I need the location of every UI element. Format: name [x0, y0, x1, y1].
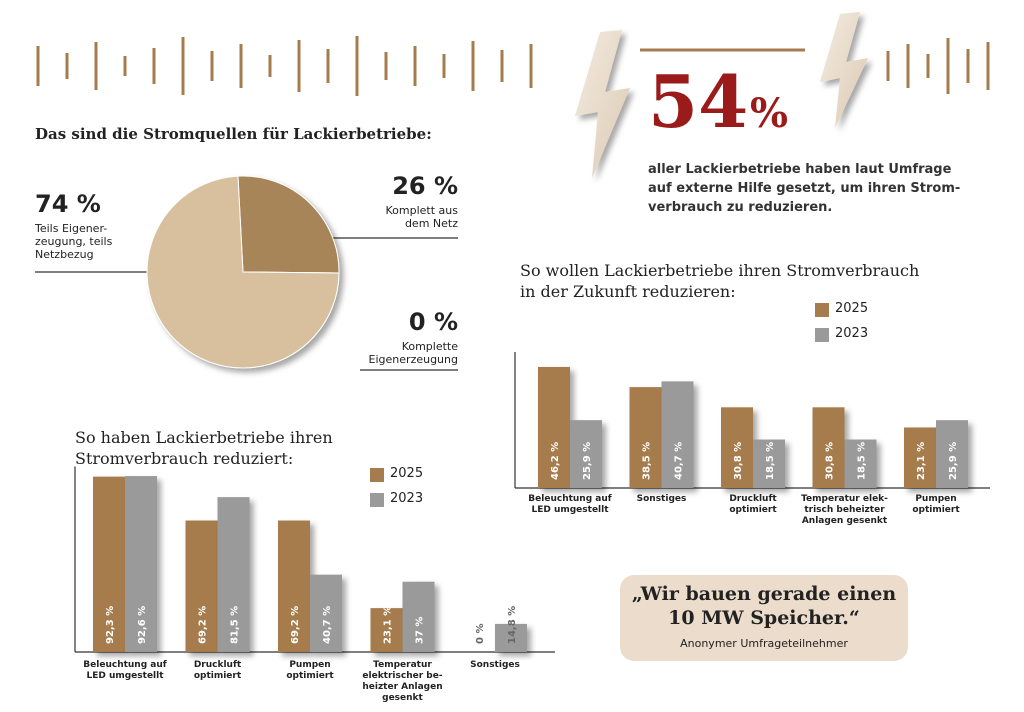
x-tick-label: Pumpen optimiert: [286, 660, 334, 681]
value-label: 69,2 %: [290, 606, 301, 644]
bar: [904, 427, 936, 488]
value-label: 40,7 %: [322, 606, 333, 644]
x-tick-label: Beleuchtung auf LED umgestellt: [528, 494, 612, 515]
value-label: 74 %: [35, 190, 101, 218]
bar: [310, 574, 342, 652]
bar: [93, 476, 125, 652]
value-label: 30,8 %: [733, 442, 744, 480]
bar: [753, 439, 785, 488]
x-tick-label: Temperatur elektrischer be- heizter Anla…: [362, 660, 443, 703]
x-tick-label: Druckluft optimiert: [729, 494, 777, 515]
x-tick-label: Beleuchtung auf LED umgestellt: [83, 660, 167, 681]
highlight-unit: %: [750, 90, 789, 137]
value-label: 30,8 %: [825, 442, 836, 480]
legend-swatch: [370, 493, 384, 507]
value-label: 38,5 %: [642, 442, 653, 480]
value-label: 81,5 %: [230, 606, 241, 644]
value-label: 69,2 %: [198, 606, 209, 644]
x-tick-label: Sonstiges: [470, 660, 520, 670]
bar: [721, 407, 753, 488]
bar: [278, 520, 310, 652]
bar: [661, 381, 694, 488]
value-label: 92,6 %: [137, 606, 148, 644]
bolt: [575, 30, 630, 178]
bar: [629, 387, 662, 488]
legend-label: 2023: [835, 326, 869, 341]
value-label: 23,1 %: [383, 606, 394, 644]
pie-slice: [146, 175, 340, 369]
legend-label: 2023: [390, 491, 424, 506]
value-label: 37 %: [415, 617, 426, 644]
legend-swatch: [815, 328, 829, 342]
bar: [402, 581, 435, 652]
bar: [185, 520, 218, 652]
legend-label: 2025: [835, 301, 869, 316]
highlight-text: aller Lackierbetriebe haben laut Umfrage…: [648, 162, 961, 215]
value-label: 26 %: [392, 172, 458, 200]
value-label: 92,3 %: [105, 606, 116, 644]
bolt: [820, 12, 868, 128]
slice-label: Teils Eigener- zeugung, teils Netzbezug: [35, 222, 113, 261]
slice-label: Komplett aus dem Netz: [385, 204, 458, 230]
legend-swatch: [370, 468, 384, 482]
value-label: 18,5 %: [857, 442, 868, 480]
legend-label: 2025: [390, 466, 424, 481]
chart-title: So wollen Lackierbetriebe ihren Stromver…: [520, 261, 920, 301]
value-label: 25,9 %: [948, 442, 959, 480]
value-label: 0 %: [408, 308, 458, 336]
bar: [844, 439, 877, 488]
value-label: 18,5 %: [765, 442, 776, 480]
value-label: 40,7 %: [674, 442, 685, 480]
value-label: 23,1 %: [916, 442, 927, 480]
pie: [146, 175, 340, 369]
value-label: 25,9 %: [582, 442, 593, 480]
value-label: 46,2 %: [550, 442, 561, 480]
chart-title: Das sind die Stromquellen für Lackierbet…: [35, 125, 432, 143]
value-label: 14,8 %: [507, 606, 518, 644]
x-tick-label: Sonstiges: [636, 494, 687, 504]
value-label: 0 %: [475, 624, 486, 644]
bar: [936, 420, 968, 488]
quote-text: „Wir bauen gerade einen 10 MW Speicher.“: [631, 583, 897, 629]
x-tick-label: Druckluft optimiert: [193, 660, 242, 681]
x-tick-label: Temperatur elek- trisch beheizter Anlage…: [801, 494, 888, 526]
bar: [538, 366, 570, 488]
bar: [495, 623, 527, 652]
quote-author: Anonymer Umfrageteilnehmer: [680, 637, 848, 650]
decor-stripes: [36, 36, 990, 96]
bar: [217, 497, 250, 652]
x-tick-label: Pumpen optimiert: [912, 494, 960, 515]
bar: [570, 420, 602, 488]
bar: [370, 608, 403, 652]
highlight-number: 54: [648, 59, 749, 144]
bar: [812, 407, 845, 488]
quote-box: [620, 575, 908, 661]
pie-slice: [237, 175, 340, 274]
bar: [125, 476, 157, 652]
legend-swatch: [815, 303, 829, 317]
slice-label: Komplette Eigenerzeugung: [368, 340, 458, 366]
chart-title: So haben Lackierbetriebe ihren Stromverb…: [75, 428, 333, 468]
